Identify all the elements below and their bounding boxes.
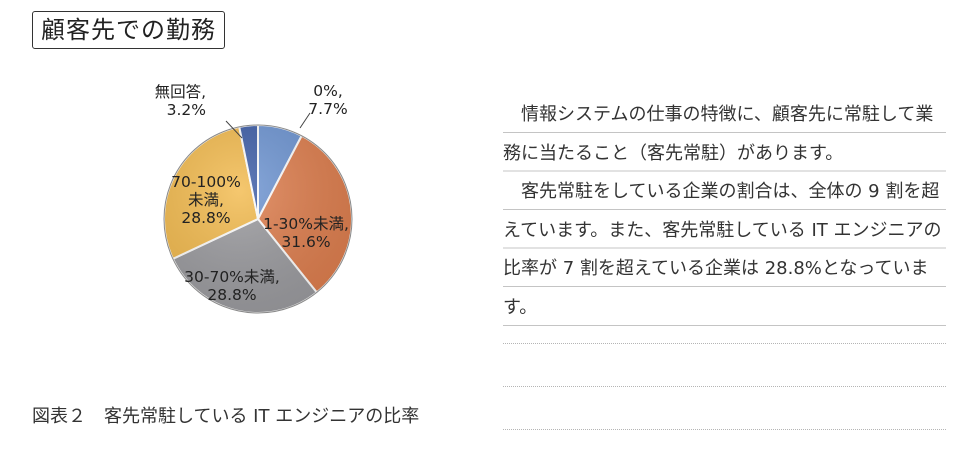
body-paragraph-2: 客先常駐をしている企業の割合は、全体の 9 割を超えています。また、客先常駐して…: [503, 173, 946, 328]
slice-label: 30-70%未満, 28.8%: [184, 268, 280, 304]
body-text: 情報システムの仕事の特徴に、顧客先に常駐して業務に当たること（客先常駐）がありま…: [503, 96, 946, 328]
pie-chart: 0%, 7.7% 1-30%未満, 31.6% 30-70%未満, 28.8% 70-100…: [155, 82, 353, 314]
slice-label: 無回答, 3.2%: [155, 83, 206, 119]
leader-line: [225, 120, 243, 139]
figure-caption: 図表２ 客先常駐している IT エンジニアの比率: [32, 406, 420, 427]
pie-slices: [163, 123, 353, 314]
body-paragraph-1: 情報システムの仕事の特徴に、顧客先に常駐して業務に当たること（客先常駐）がありま…: [503, 96, 946, 174]
note-rule-2: [503, 386, 946, 387]
section-title: 顧客先での勤務: [32, 11, 225, 49]
pie-labels: 0%, 7.7% 1-30%未満, 31.6% 30-70%未満, 28.8% 70-100…: [155, 82, 349, 304]
note-rule-1: [503, 343, 946, 344]
slice-label: 1-30%未満, 31.6%: [263, 215, 349, 251]
slice-label: 70-100%未満, 28.8%: [171, 173, 241, 227]
note-rule-3: [503, 429, 946, 430]
slice-label: 0%, 7.7%: [308, 82, 347, 118]
leader-line: [299, 112, 311, 129]
pie-outline: [163, 124, 353, 314]
